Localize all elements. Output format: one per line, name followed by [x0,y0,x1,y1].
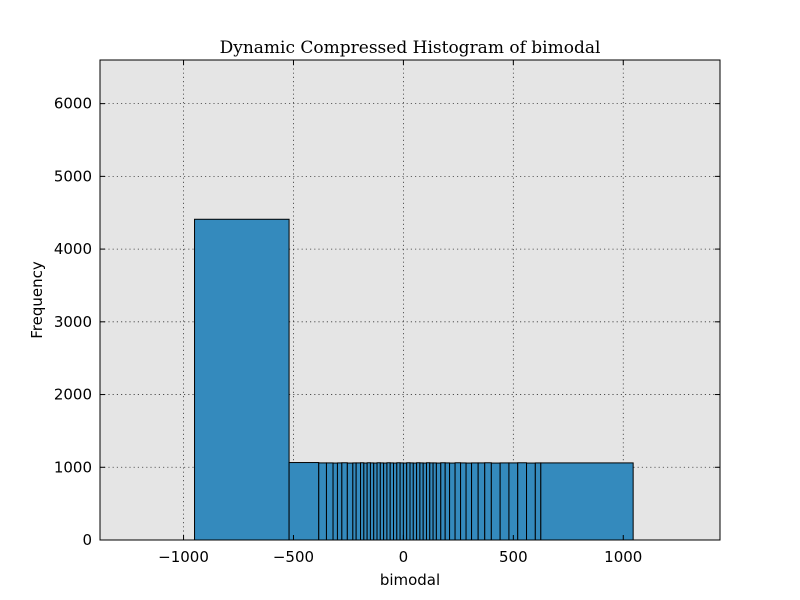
histogram-bars [194,218,634,541]
x-axis-label: bimodal [380,571,440,589]
histogram-bar-6 [341,462,348,541]
chart-title: Dynamic Compressed Histogram of bimodal [220,38,601,58]
axis-ticks: −1000 −500 0 500 1000 0 1000 2000 3000 4000 5000 60… [54,60,720,566]
histogram-bar-40 [471,462,479,541]
x-tick-label-1: −500 [273,548,314,566]
x-tick-label-0: −1000 [158,548,209,566]
y-tick-label-1: 1000 [54,458,92,476]
histogram-bar-1 [288,462,320,541]
histogram-bar-33 [435,462,442,541]
histogram-bar-49 [540,462,634,541]
histogram-bar-35 [444,462,451,541]
histogram-bar-36 [449,462,456,541]
y-tick-label-3: 3000 [54,313,92,331]
histogram-bar-5 [336,462,343,541]
histogram-bar-41 [477,462,486,541]
histogram-bar-43 [490,462,501,541]
histogram-bar-42 [484,462,492,541]
y-tick-label-0: 0 [82,531,92,549]
histogram-bar-47 [526,462,536,541]
histogram-bar-39 [465,462,473,541]
x-tick-label-3: 500 [499,548,528,566]
x-tick-label-4: 1000 [604,548,642,566]
y-axis-label: Frequency [28,261,46,339]
histogram-bar-37 [454,462,462,541]
histogram-bar-2 [318,462,327,541]
histogram-bar-3 [325,462,334,541]
histogram-bar-34 [440,462,446,541]
histogram-bar-44 [499,462,510,541]
y-tick-label-5: 5000 [54,167,92,185]
histogram-bar-9 [355,462,362,541]
histogram-bar-45 [508,462,519,541]
x-tick-label-2: 0 [399,548,409,566]
y-tick-label-2: 2000 [54,386,92,404]
histogram-bar-7 [346,462,354,541]
histogram-bar-0 [194,218,290,541]
histogram-bar-38 [460,462,467,541]
histogram-bar-46 [517,462,528,541]
histogram-bar-48 [534,462,542,541]
y-tick-label-6: 6000 [54,95,92,113]
plot-frame [99,59,721,541]
histogram-bar-4 [332,462,338,541]
y-tick-label-4: 4000 [54,240,92,258]
